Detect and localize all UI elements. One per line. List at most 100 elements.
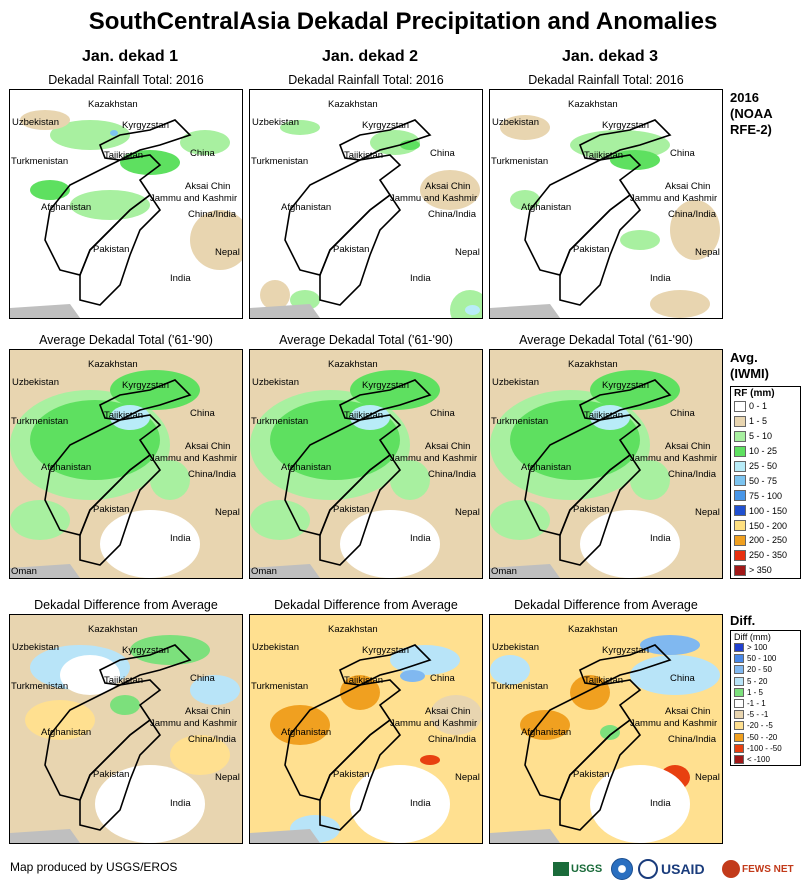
tajikistan-border bbox=[338, 379, 432, 421]
map-label-nepal: Nepal bbox=[455, 247, 480, 258]
sea-area bbox=[490, 304, 560, 318]
map-label-india: India bbox=[170, 273, 191, 284]
map-title-rainfall-3: Dekadal Rainfall Total: 2016 bbox=[528, 73, 684, 87]
map-label-tajikistan: Tajikistan bbox=[104, 150, 143, 161]
map-difference-dekad-3: Kazakhstan Uzbekistan Kyrgyzstan Turkmenist… bbox=[489, 614, 723, 844]
map-label-turkmenistan: Turkmenistan bbox=[11, 681, 68, 692]
precip-area bbox=[10, 500, 70, 540]
map-title-difference-2: Dekadal Difference from Average bbox=[274, 598, 458, 612]
map-canvas: Kazakhstan Uzbekistan Kyrgyzstan Turkmenist… bbox=[490, 615, 722, 843]
precip-area bbox=[590, 765, 690, 843]
rainfall-legend-label: 50 - 75 bbox=[749, 475, 778, 486]
precip-area bbox=[500, 115, 550, 140]
map-label-tajikistan: Tajikistan bbox=[584, 410, 623, 421]
rainfall-legend-item: 150 - 200 bbox=[731, 518, 800, 533]
map-label-kyrgyzstan: Kyrgyzstan bbox=[122, 120, 169, 131]
precip-area bbox=[650, 290, 710, 318]
difference-legend-item: < -100 bbox=[731, 754, 800, 765]
map-label-pakistan: Pakistan bbox=[573, 504, 609, 515]
precip-area bbox=[350, 405, 390, 430]
precip-area bbox=[630, 460, 670, 500]
map-label-jammu: Jammu and Kashmir bbox=[630, 718, 717, 729]
map-label-nepal: Nepal bbox=[215, 247, 240, 258]
map-label-afghanistan: Afghanistan bbox=[41, 462, 91, 473]
difference-legend-label: 1 - 5 bbox=[747, 687, 764, 697]
side-label-average-line-2: (IWMI) bbox=[730, 366, 769, 381]
side-label-rainfall-line-3: RFE-2) bbox=[730, 122, 772, 137]
map-title-rainfall-2: Dekadal Rainfall Total: 2016 bbox=[288, 73, 444, 87]
map-label-india: India bbox=[170, 533, 191, 544]
map-title-average-3: Average Dekadal Total ('61-'90) bbox=[519, 333, 693, 347]
map-label-turkmenistan: Turkmenistan bbox=[491, 416, 548, 427]
precip-area bbox=[490, 655, 530, 685]
difference-legend-item: > 100 bbox=[731, 642, 800, 653]
map-label-afghanistan: Afghanistan bbox=[281, 202, 331, 213]
map-label-uzbekistan: Uzbekistan bbox=[492, 642, 539, 653]
difference-legend-item: 1 - 5 bbox=[731, 687, 800, 698]
tajikistan-border bbox=[98, 644, 192, 686]
map-label-kyrgyzstan: Kyrgyzstan bbox=[362, 645, 409, 656]
precip-area bbox=[120, 150, 180, 175]
difference-legend-swatch bbox=[734, 754, 744, 764]
rainfall-legend-item: 25 - 50 bbox=[731, 459, 800, 474]
map-label-aksai-chin: Aksai Chin bbox=[185, 706, 230, 717]
difference-legend-label: > 100 bbox=[747, 643, 768, 653]
difference-legend-swatch bbox=[734, 687, 744, 697]
map-label-aksai-chin: Aksai Chin bbox=[425, 181, 470, 192]
rainfall-legend-label: > 350 bbox=[749, 565, 772, 576]
rainfall-legend-title: RF (mm) bbox=[734, 388, 775, 399]
map-label-kazakhstan: Kazakhstan bbox=[568, 359, 618, 370]
map-label-india: India bbox=[410, 533, 431, 544]
map-label-nepal: Nepal bbox=[215, 772, 240, 783]
map-label-aksai-chin: Aksai Chin bbox=[665, 181, 710, 192]
map-label-china: China bbox=[430, 148, 456, 159]
precip-area bbox=[490, 500, 550, 540]
rainfall-legend-label: 0 - 1 bbox=[749, 401, 768, 412]
map-label-nepal: Nepal bbox=[695, 247, 720, 258]
precip-area bbox=[150, 460, 190, 500]
map-label-kazakhstan: Kazakhstan bbox=[328, 99, 378, 110]
precip-area bbox=[620, 230, 660, 250]
precip-area bbox=[420, 170, 480, 210]
map-label-jammu: Jammu and Kashmir bbox=[630, 453, 717, 464]
map-label-uzbekistan: Uzbekistan bbox=[252, 377, 299, 388]
difference-legend-swatch bbox=[734, 732, 744, 742]
difference-legend-label: -5 - -1 bbox=[747, 710, 769, 720]
pakistan-border bbox=[319, 718, 402, 831]
side-label-rainfall-line-2: (NOAA bbox=[730, 106, 773, 121]
map-label-india: India bbox=[170, 798, 191, 809]
map-canvas: Kazakhstan Uzbekistan Kyrgyzstan Turkmenist… bbox=[490, 350, 722, 578]
map-label-india: India bbox=[650, 273, 671, 284]
precip-area bbox=[30, 180, 70, 200]
map-label-nepal: Nepal bbox=[215, 507, 240, 518]
map-canvas: Kazakhstan Uzbekistan Kyrgyzstan Turkmenist… bbox=[10, 615, 242, 843]
map-title-difference-3: Dekadal Difference from Average bbox=[514, 598, 698, 612]
sea-area bbox=[10, 304, 80, 318]
rainfall-legend-swatch bbox=[734, 460, 746, 472]
side-label-rainfall: 2016 (NOAA RFE-2) bbox=[730, 90, 773, 138]
page-title: SouthCentralAsia Dekadal Precipitation a… bbox=[88, 8, 718, 35]
map-label-kyrgyzstan: Kyrgyzstan bbox=[362, 120, 409, 131]
map-label-india: India bbox=[410, 798, 431, 809]
map-canvas: Kazakhstan Uzbekistan Kyrgyzstan Turkmenist… bbox=[10, 90, 242, 318]
difference-legend-label: -20 - -5 bbox=[747, 721, 773, 731]
map-label-aksai-chin: Aksai Chin bbox=[185, 441, 230, 452]
noaa-logo bbox=[611, 858, 633, 880]
rainfall-legend-label: 250 - 350 bbox=[749, 550, 788, 561]
map-label-china: China bbox=[430, 408, 456, 419]
map-label-china-india: China/India bbox=[668, 734, 717, 745]
usgs-logo-text: USGS bbox=[571, 863, 603, 875]
map-label-china: China bbox=[670, 148, 696, 159]
precip-area bbox=[640, 635, 700, 655]
map-label-aksai-chin: Aksai Chin bbox=[425, 706, 470, 717]
precip-area bbox=[180, 130, 230, 155]
map-label-kyrgyzstan: Kyrgyzstan bbox=[602, 645, 649, 656]
precip-area bbox=[430, 695, 482, 735]
precip-area bbox=[60, 655, 120, 695]
difference-legend-item: -20 - -5 bbox=[731, 720, 800, 731]
map-label-nepal: Nepal bbox=[455, 507, 480, 518]
map-difference-dekad-1: Kazakhstan Uzbekistan Kyrgyzstan Turkmenist… bbox=[9, 614, 243, 844]
difference-legend-swatch bbox=[734, 710, 744, 720]
usaid-logo-text: USAID bbox=[661, 861, 705, 877]
precip-area bbox=[110, 695, 140, 715]
